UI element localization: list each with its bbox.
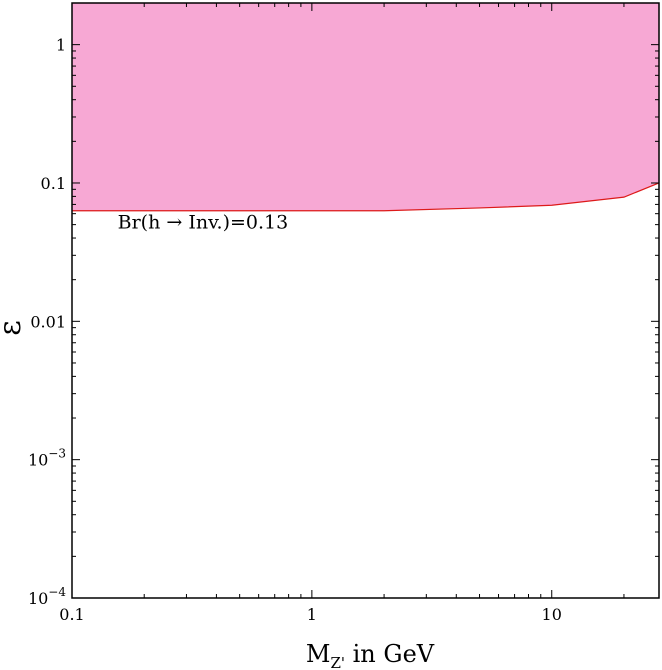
x-tick-label: 1 bbox=[307, 605, 317, 624]
y-tick-label: 10−4 bbox=[28, 585, 66, 608]
axis-labels: ε MZ' in GeV bbox=[0, 320, 435, 670]
y-tick-label: 0.1 bbox=[41, 174, 66, 193]
x-axis-label-suffix: in GeV bbox=[345, 640, 435, 668]
plot-area: Br(h → Inv.)=0.13 bbox=[72, 3, 660, 233]
y-tick-label-exp: −4 bbox=[48, 585, 66, 599]
y-tick-label-base: 10 bbox=[28, 451, 48, 470]
plot-frame bbox=[71, 2, 660, 599]
x-axis-label-main: M bbox=[306, 640, 331, 668]
y-tick-label: 0.01 bbox=[30, 312, 66, 331]
x-tick-label: 10 bbox=[542, 605, 562, 624]
x-tick-label: 0.1 bbox=[59, 605, 84, 624]
y-tick-label: 1 bbox=[56, 36, 66, 55]
exclusion-boundary-line bbox=[72, 182, 660, 212]
y-tick-label: 10−3 bbox=[28, 447, 66, 470]
annotation-br-inv: Br(h → Inv.)=0.13 bbox=[118, 211, 289, 233]
excluded-region-fill bbox=[72, 3, 659, 211]
x-axis-label: MZ' in GeV bbox=[306, 640, 435, 670]
y-axis-label: ε bbox=[0, 320, 28, 336]
y-tick-label-base: 10 bbox=[28, 589, 48, 608]
x-axis-label-sub: Z' bbox=[330, 654, 345, 670]
y-tick-label-exp: −3 bbox=[48, 447, 66, 461]
